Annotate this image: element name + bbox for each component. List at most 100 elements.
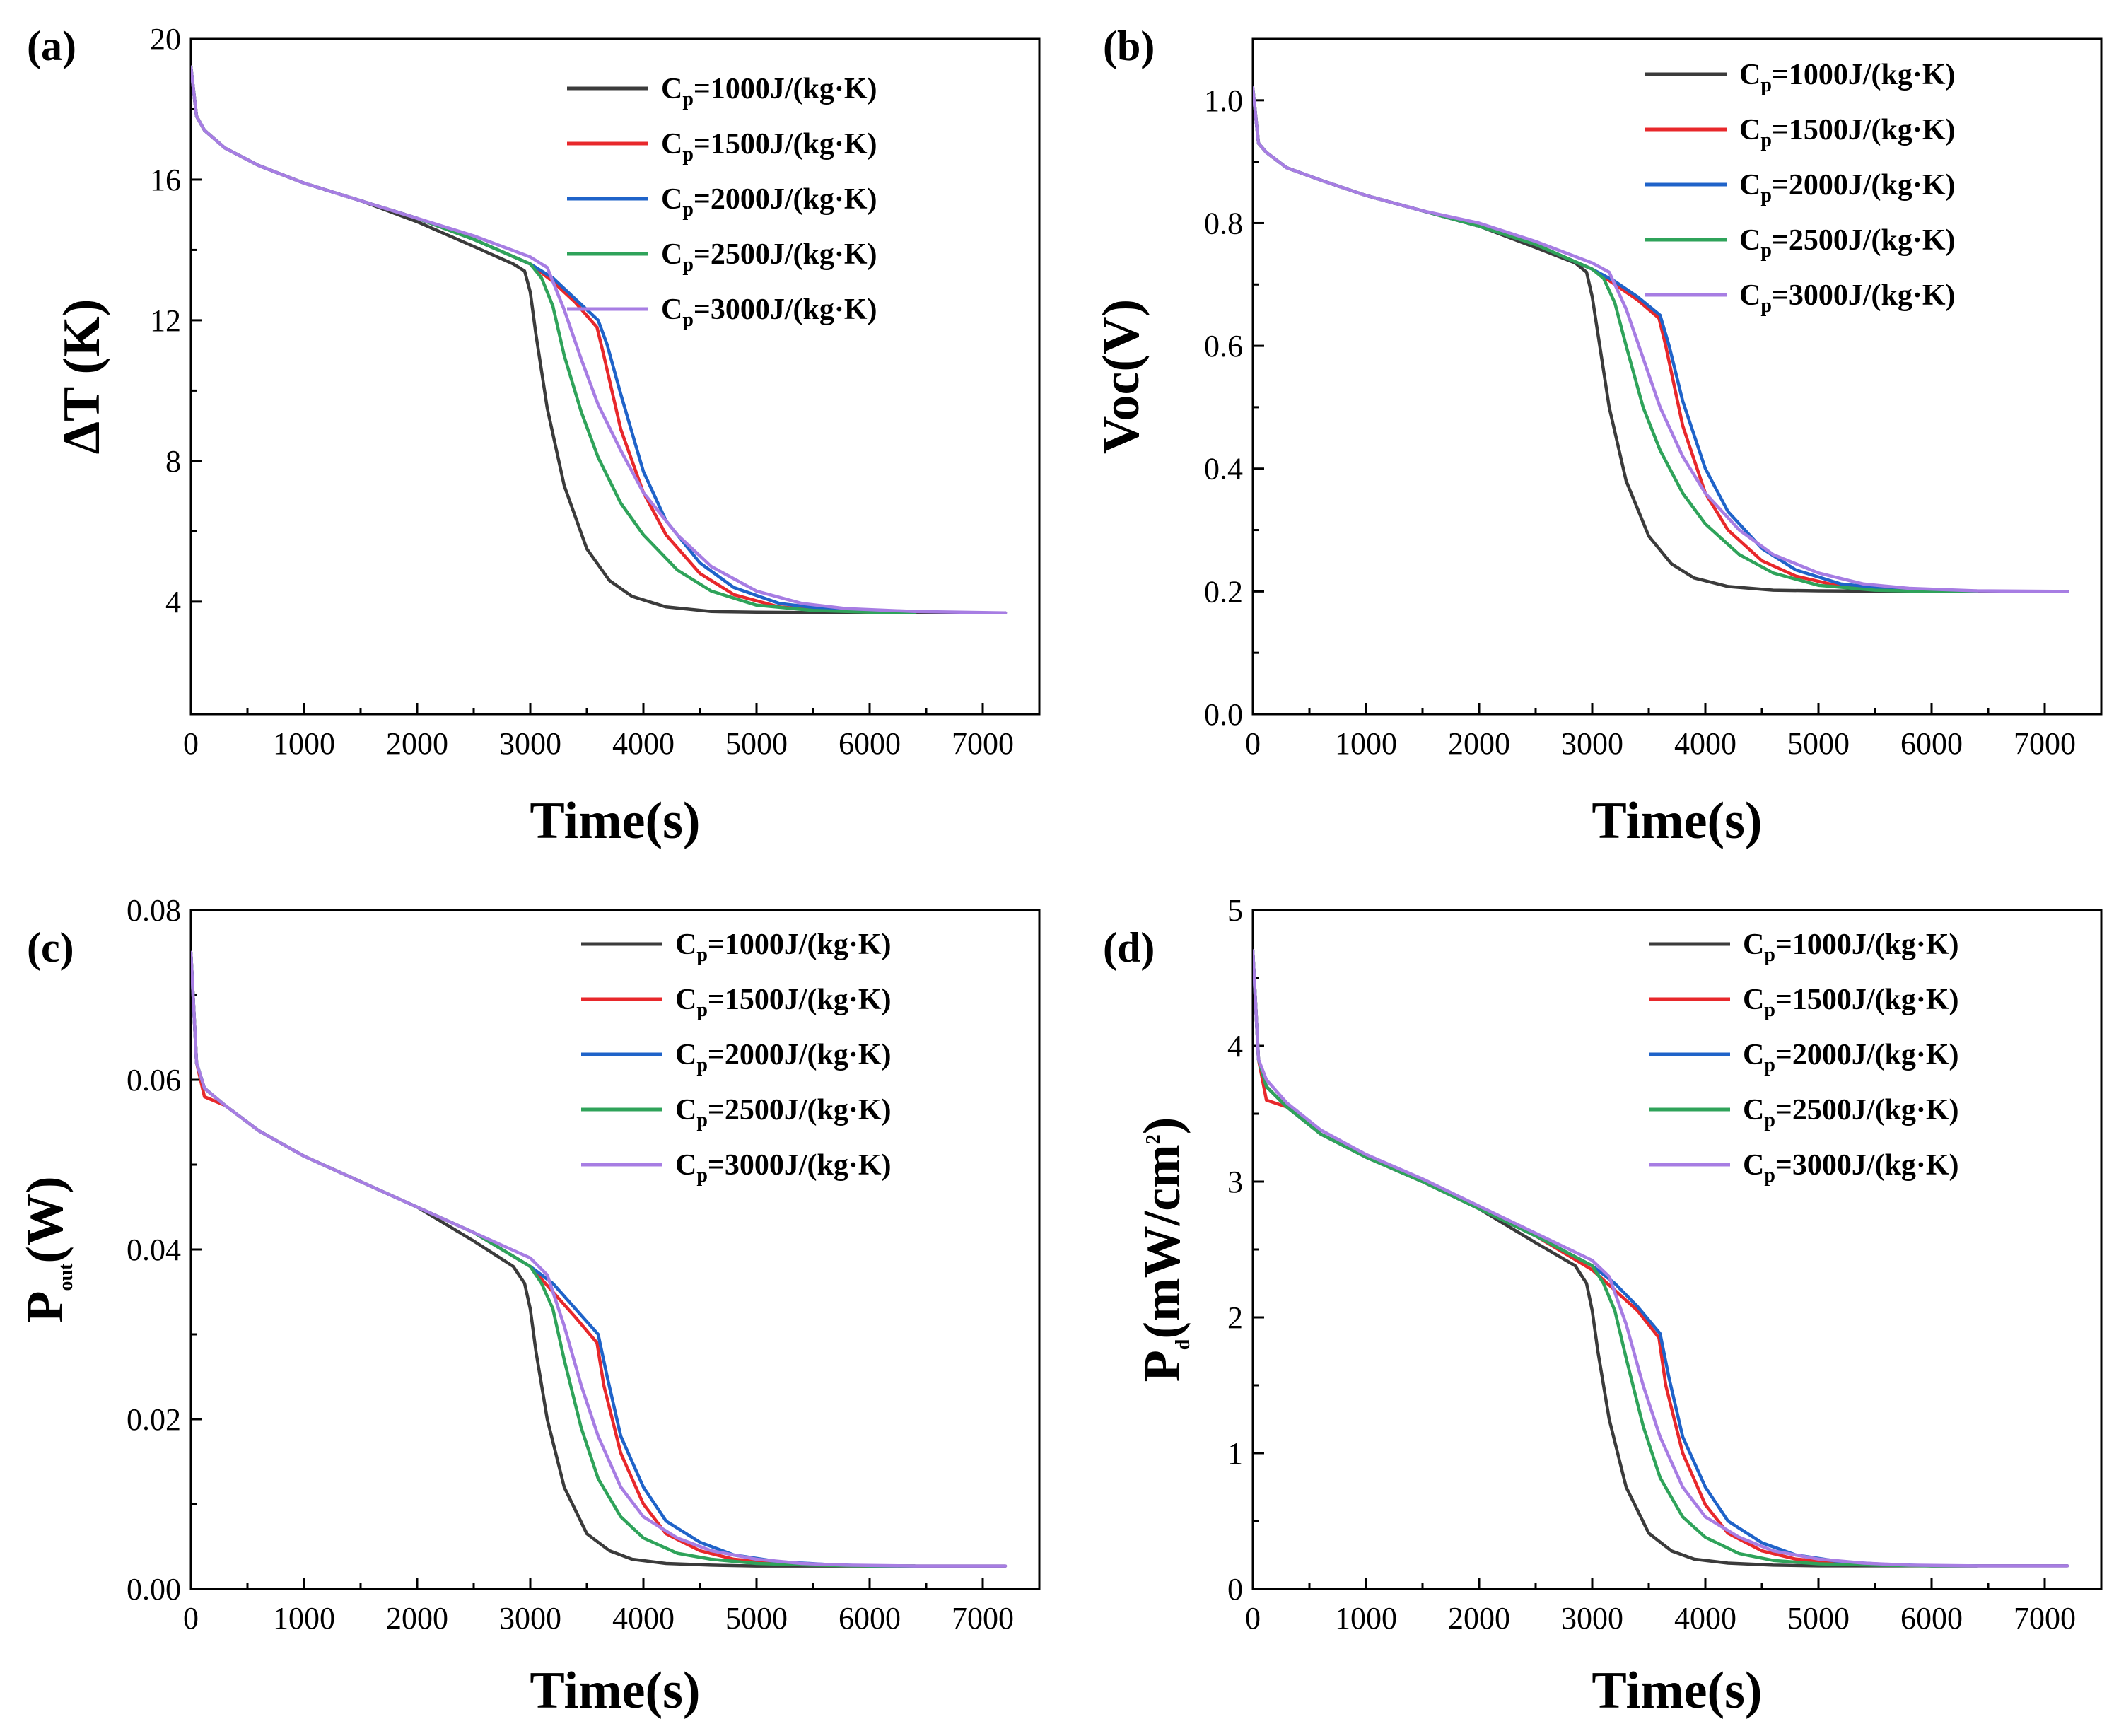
legend-value: =1000J/(kg·K) <box>1772 59 1956 91</box>
y-axis-label: ΔT (K) <box>53 299 111 455</box>
series-line-cp5 <box>1253 86 2069 593</box>
y-tick-label: 0.2 <box>1204 574 1243 609</box>
legend-prefix: C <box>1739 224 1760 257</box>
legend-value: =2000J/(kg·K) <box>694 183 877 216</box>
x-tick-label: 4000 <box>1674 1601 1736 1636</box>
legend-value: =3000J/(kg·K) <box>694 293 877 326</box>
legend-value: =1500J/(kg·K) <box>694 128 877 161</box>
legend-value: =1500J/(kg·K) <box>1775 984 1959 1016</box>
x-tick-label: 2000 <box>1448 1601 1510 1636</box>
series-group <box>1253 949 2069 1568</box>
legend-prefix: C <box>1743 984 1764 1016</box>
legend-prefix: C <box>675 1094 696 1126</box>
x-tick-label: 5000 <box>1787 1601 1850 1636</box>
panel-label: (d) <box>1103 924 1155 971</box>
legend-prefix: C <box>675 1149 696 1182</box>
legend-entry: Cp=2500J/(kg·K) <box>1743 1094 1959 1131</box>
legend-value: =1000J/(kg·K) <box>1775 928 1959 961</box>
legend-subscript: p <box>1764 999 1775 1021</box>
legend: Cp=1000J/(kg·K)Cp=1500J/(kg·K)Cp=2000J/(… <box>567 73 877 331</box>
legend-value: =2000J/(kg·K) <box>1772 169 1956 202</box>
legend-entry: Cp=2500J/(kg·K) <box>661 238 877 276</box>
x-tick-label: 0 <box>183 1601 199 1636</box>
y-tick-label: 20 <box>150 22 181 57</box>
x-tick-label: 0 <box>183 726 199 761</box>
legend-value: =1500J/(kg·K) <box>708 984 892 1016</box>
legend-subscript: p <box>682 144 694 165</box>
legend-entry: Cp=1000J/(kg·K) <box>661 73 877 110</box>
y-tick-label: 0.04 <box>127 1233 181 1267</box>
legend-prefix: C <box>1739 59 1760 91</box>
legend-entry: Cp=3000J/(kg·K) <box>1739 279 1956 317</box>
x-tick-label: 5000 <box>1787 726 1850 761</box>
x-tick-label: 2000 <box>386 726 448 761</box>
y-tick-label: 4 <box>1227 1029 1243 1064</box>
legend-subscript: p <box>1760 74 1772 96</box>
legend-prefix: C <box>1743 1039 1764 1071</box>
y-tick-label: 0.6 <box>1204 329 1243 363</box>
legend-subscript: p <box>1760 240 1772 262</box>
y-tick-label: 0.00 <box>127 1572 181 1607</box>
series-line-cp1 <box>1253 86 2069 593</box>
y-tick-label: 16 <box>150 163 181 197</box>
legend-entry: Cp=3000J/(kg·K) <box>661 293 877 331</box>
x-tick-label: 5000 <box>725 726 788 761</box>
legend-entry: Cp=1500J/(kg·K) <box>1739 114 1956 151</box>
panel-label: (b) <box>1103 23 1155 69</box>
x-tick-label: 0 <box>1245 726 1261 761</box>
legend-prefix: C <box>1743 1149 1764 1182</box>
legend-subscript: p <box>696 1054 708 1076</box>
legend-value: =3000J/(kg·K) <box>708 1149 892 1182</box>
series-group <box>191 950 1008 1568</box>
x-tick-label: 4000 <box>612 726 675 761</box>
series-line-cp5 <box>191 65 1008 615</box>
legend-entry: Cp=1000J/(kg·K) <box>1739 59 1956 96</box>
chart-panel-1: (a) 0 1000 2000 3000 4000 5000 6000 7000 4 8 12 16 20… <box>27 22 1041 850</box>
legend-value: =3000J/(kg·K) <box>1775 1149 1959 1182</box>
legend-value: =1000J/(kg·K) <box>708 928 892 961</box>
legend-value: =2000J/(kg·K) <box>1775 1039 1959 1071</box>
legend-entry: Cp=2000J/(kg·K) <box>1739 169 1956 206</box>
legend: Cp=1000J/(kg·K)Cp=1500J/(kg·K)Cp=2000J/(… <box>581 928 892 1187</box>
legend-subscript: p <box>1760 185 1772 206</box>
x-tick-label: 2000 <box>386 1601 448 1636</box>
legend-entry: Cp=1500J/(kg·K) <box>675 984 892 1021</box>
legend-value: =3000J/(kg·K) <box>1772 279 1956 312</box>
chart-panel-2: (b) 0 1000 2000 3000 4000 5000 6000 7000 0.0 0.2 0.… <box>1092 23 2103 850</box>
legend-prefix: C <box>661 73 682 105</box>
legend-subscript: p <box>1764 1165 1775 1187</box>
y-tick-label: 8 <box>165 444 181 479</box>
panel-label: (a) <box>27 23 76 69</box>
x-tick-label: 1000 <box>1335 1601 1397 1636</box>
legend-entry: Cp=2500J/(kg·K) <box>1739 224 1956 262</box>
legend-subscript: p <box>1764 1109 1775 1131</box>
legend-subscript: p <box>682 254 694 276</box>
legend-subscript: p <box>682 199 694 221</box>
y-tick-label: 0 <box>1227 1572 1243 1607</box>
x-tick-label: 4000 <box>1674 726 1736 761</box>
series-line-cp5 <box>191 950 1008 1568</box>
legend-prefix: C <box>661 183 682 216</box>
plot-frame <box>1251 909 2103 1590</box>
x-tick-label: 6000 <box>839 726 901 761</box>
chart-panel-4: (d) 0 1000 2000 3000 4000 5000 6000 7000 0 1 2 3 4 5 Ti… <box>1103 893 2103 1720</box>
x-tick-label: 6000 <box>1900 726 1963 761</box>
y-tick-label: 5 <box>1227 893 1243 928</box>
y-label-close: ) <box>1133 1117 1191 1135</box>
series-line-cp1 <box>191 65 1008 615</box>
series-line-cp4 <box>1253 86 1979 593</box>
series-line-cp5 <box>1253 949 2069 1568</box>
y-tick-label: 12 <box>150 303 181 338</box>
legend-prefix: C <box>661 128 682 161</box>
x-axis-label: Time(s) <box>530 792 700 850</box>
legend-subscript: p <box>682 88 694 110</box>
legend-prefix: C <box>1743 928 1764 961</box>
series-group <box>1253 86 2069 593</box>
legend-value: =2500J/(kg·K) <box>1775 1094 1959 1126</box>
x-tick-label: 7000 <box>2014 1601 2076 1636</box>
y-label-superscript: 2 <box>1143 1134 1164 1144</box>
y-tick-label: 0.06 <box>127 1063 181 1097</box>
legend-subscript: p <box>1760 295 1772 317</box>
x-tick-label: 0 <box>1245 1601 1261 1636</box>
